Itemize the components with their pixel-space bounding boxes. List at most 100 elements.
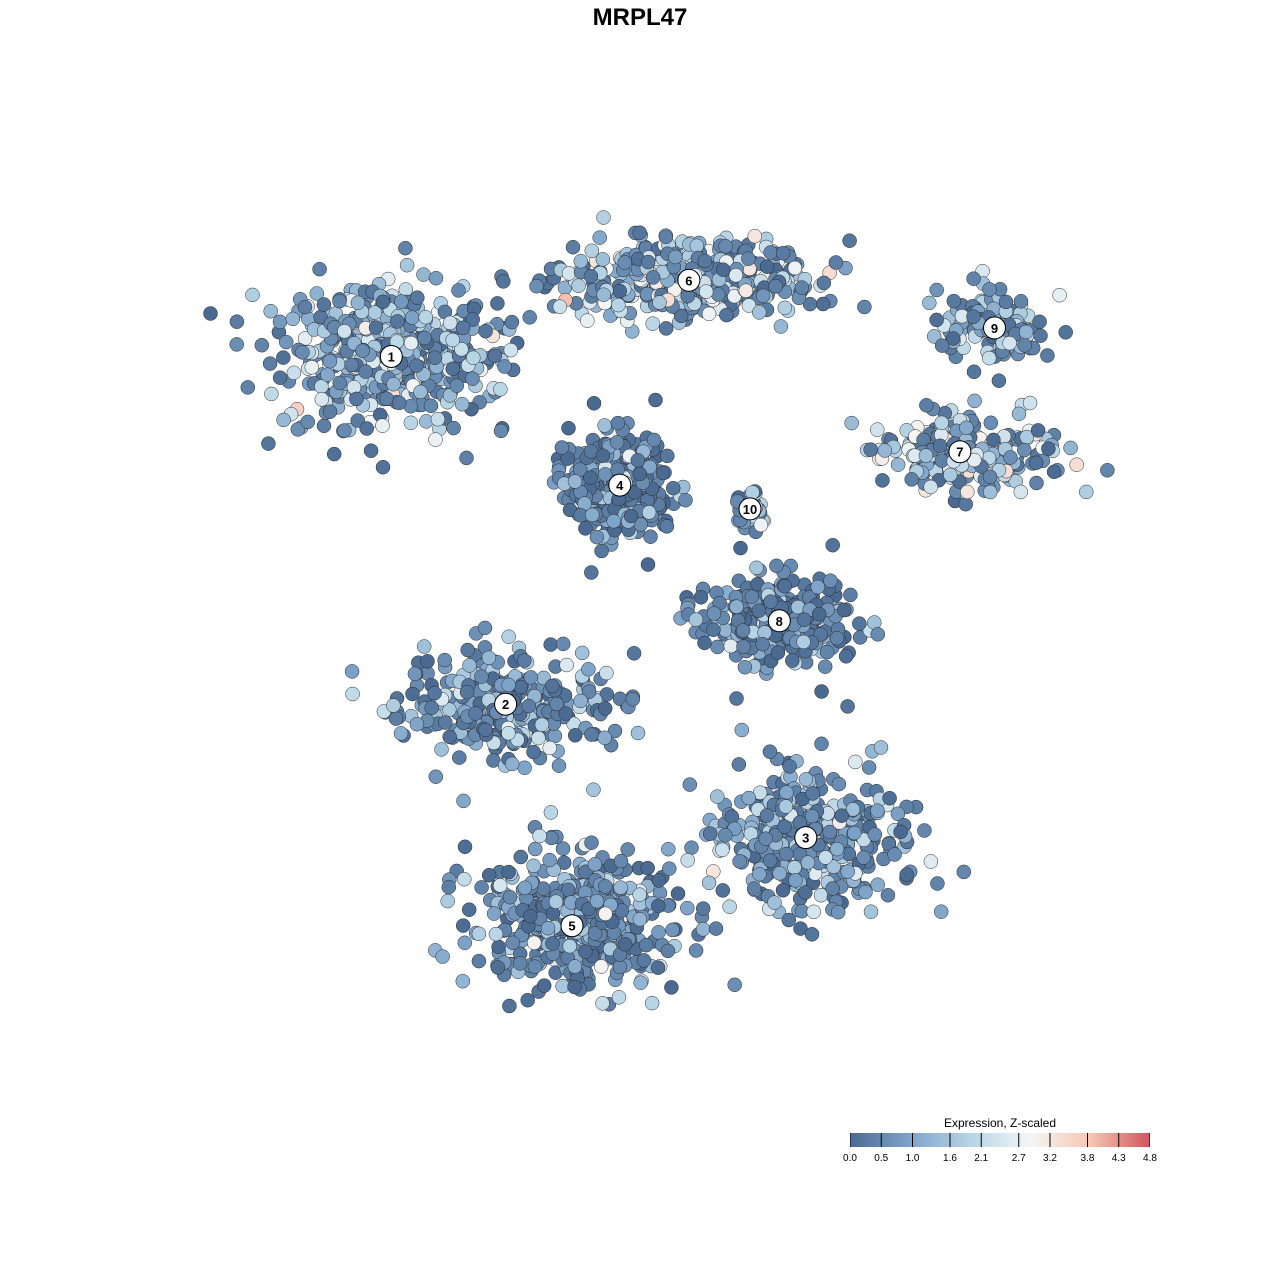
data-point [512,956,528,971]
data-point [527,841,543,857]
data-point [481,867,497,883]
data-point [554,440,570,455]
data-point [658,321,674,336]
data-point [578,521,593,536]
cluster-label-7: 7 [948,440,972,464]
data-point [573,693,588,709]
data-point [779,846,794,862]
data-point [1063,440,1078,456]
data-point [534,717,550,732]
data-point [762,744,778,759]
data-point [858,884,873,900]
data-point [418,309,433,325]
data-point [767,895,782,910]
data-point [1003,450,1018,465]
data-point [488,926,504,942]
data-point [1079,484,1094,500]
data-point [386,698,401,713]
data-point [394,294,409,309]
data-point [349,391,364,407]
data-point [1058,325,1073,340]
data-point [314,392,330,407]
data-point [758,831,773,846]
data-point [733,540,748,556]
data-point [567,979,582,995]
data-point [1100,463,1115,478]
data-point [800,855,816,870]
data-point [391,395,407,411]
data-point [496,274,511,289]
cluster-label-text: 8 [776,614,783,629]
data-point [465,371,480,386]
data-point [490,960,506,975]
cluster-label-text: 1 [388,350,395,365]
cluster-label-5: 5 [560,914,584,938]
data-point [934,338,950,353]
data-point [923,854,939,869]
data-point [264,386,279,402]
data-point [660,448,675,464]
data-point [445,361,461,377]
data-point [772,866,787,881]
data-point [917,823,932,838]
data-point [818,850,833,865]
legend-tick-label: 2.7 [1011,1153,1026,1164]
data-point [831,776,847,792]
data-point [806,904,821,920]
data-point [834,808,849,823]
data-point [875,473,890,488]
data-point [526,858,541,874]
data-point [836,602,852,618]
data-point [368,320,384,335]
data-point [584,727,599,742]
data-point [580,313,595,328]
data-point [706,622,721,637]
data-point [773,319,789,334]
data-point [316,418,332,434]
data-point [718,827,733,843]
data-point [722,899,737,914]
data-point [612,283,628,299]
data-point [658,229,674,245]
data-point [350,295,366,311]
data-point [768,278,783,294]
data-point [286,365,302,381]
data-point [517,880,533,895]
data-point [332,375,348,391]
data-point [919,398,934,413]
data-point [632,466,648,482]
data-point [617,255,632,270]
data-point [880,887,896,903]
data-point [840,864,855,879]
data-point [606,513,621,529]
data-point [523,670,539,685]
legend-tick-label: 1.0 [905,1153,920,1164]
data-point [752,305,767,320]
data-point [442,729,457,745]
data-point [1017,442,1032,458]
legend-tick-label: 0.0 [843,1153,857,1164]
data-point [693,590,709,605]
data-point [417,330,432,346]
data-point [532,828,547,844]
data-point [781,912,797,928]
data-point [870,627,886,642]
cluster-label-text: 6 [685,273,692,288]
data-point [276,350,291,365]
data-point [522,908,538,924]
data-point [438,715,453,730]
data-point [741,251,756,266]
data-point [922,295,937,311]
data-point [613,853,629,869]
data-point [589,893,605,909]
data-point [755,288,771,304]
data-point [729,599,744,614]
data-point [933,904,949,919]
data-point [830,904,846,920]
data-point [1052,287,1067,303]
data-point [355,343,370,358]
data-point [652,295,667,310]
data-point [517,653,532,668]
legend-tick-label: 3.8 [1080,1153,1095,1164]
legend-tick-label: 0.5 [874,1153,889,1164]
